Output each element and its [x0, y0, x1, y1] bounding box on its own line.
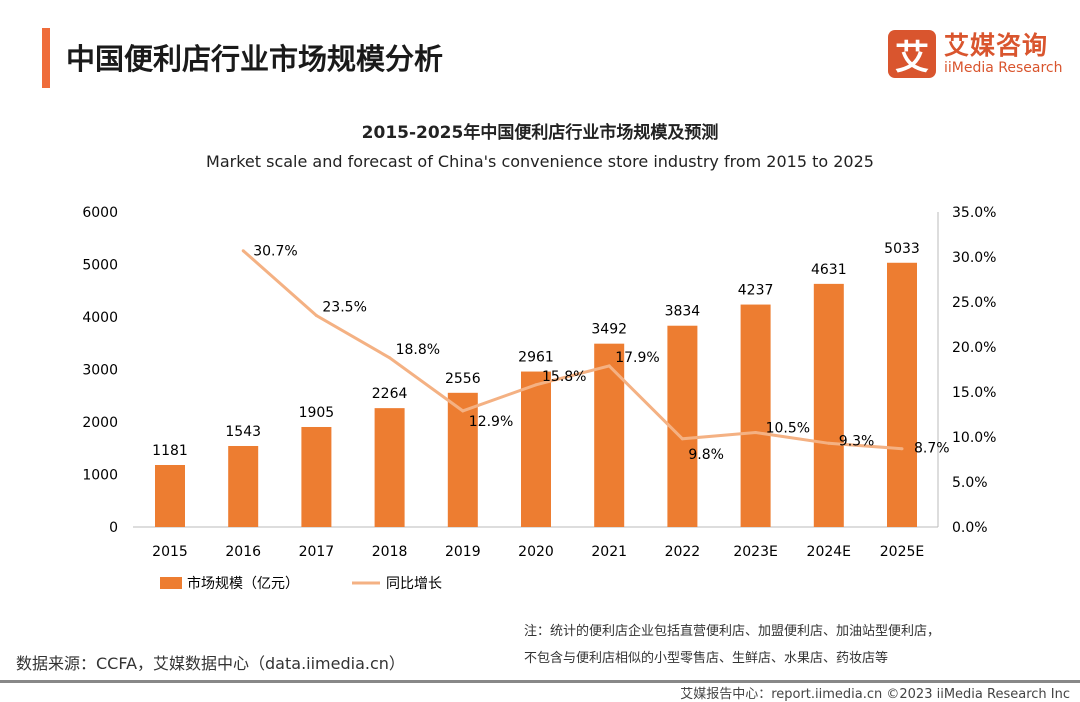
right-tick-label: 0.0% [952, 520, 988, 536]
growth-value-label: 10.5% [766, 421, 810, 437]
growth-value-label: 30.7% [253, 244, 297, 260]
growth-value-label: 23.5% [322, 300, 366, 316]
bar-value-label: 1905 [299, 405, 335, 421]
growth-value-label: 9.8% [688, 447, 724, 463]
right-tick-label: 35.0% [952, 205, 996, 221]
logo-cn: 艾媒咨询 [944, 31, 1049, 60]
right-tick-label: 20.0% [952, 340, 996, 356]
bar [887, 262, 917, 527]
x-tick-label: 2025E [880, 544, 924, 560]
note-line-1: 注：统计的便利店企业包括直营便利店、加盟便利店、加油站型便利店， [524, 624, 941, 639]
growth-point [827, 441, 831, 445]
legend-bar-swatch [160, 577, 182, 589]
growth-value-label: 12.9% [469, 414, 513, 430]
growth-value-label: 17.9% [615, 350, 659, 366]
page-title: 中国便利店行业市场规模分析 [66, 42, 444, 76]
x-tick-label: 2019 [445, 544, 481, 560]
bar-value-label: 4631 [811, 262, 847, 278]
growth-line [242, 249, 903, 451]
growth-point [461, 409, 465, 413]
logo-mark: 艾 [888, 30, 936, 78]
bar [594, 343, 625, 527]
title-accent-bar [42, 28, 50, 88]
bar [374, 408, 405, 527]
bar-value-label: 3834 [665, 304, 701, 320]
note-line-2: 不包含与便利店相似的小型零售店、生鲜店、水果店、药妆店等 [524, 651, 889, 666]
logo: 艾 艾媒咨询 iiMedia Research [888, 30, 1063, 78]
bar-value-label: 3492 [591, 322, 627, 338]
bar-value-label: 5033 [884, 241, 920, 257]
copyright: 艾媒报告中心：report.iimedia.cn ©2023 iiMedia R… [680, 687, 1070, 702]
x-tick-label: 2016 [225, 544, 261, 560]
growth-point [241, 249, 245, 253]
bar [521, 371, 551, 527]
x-tick-label: 2024E [807, 544, 851, 560]
chart-title: 2015-2025年中国便利店行业市场规模及预测 [361, 123, 719, 143]
left-tick-label: 5000 [82, 258, 118, 274]
chart-subtitle: Market scale and forecast of China's con… [206, 152, 874, 171]
left-tick-label: 3000 [82, 363, 118, 379]
bar-value-label: 2556 [445, 371, 481, 387]
logo-en: iiMedia Research [944, 60, 1063, 76]
growth-point [534, 383, 538, 387]
right-tick-label: 10.0% [952, 430, 996, 446]
x-tick-label: 2020 [518, 544, 554, 560]
left-tick-label: 1000 [82, 468, 118, 484]
right-tick-label: 25.0% [952, 295, 996, 311]
right-tick-label: 30.0% [952, 250, 996, 266]
footer-divider [0, 680, 1080, 683]
left-tick-label: 2000 [82, 415, 118, 431]
bar [447, 392, 478, 527]
growth-point [754, 431, 758, 434]
x-tick-label: 2015 [152, 544, 188, 560]
bar-value-label: 1181 [152, 443, 188, 459]
growth-point [900, 447, 904, 451]
left-tick-label: 6000 [82, 205, 118, 221]
growth-point [680, 437, 684, 441]
x-tick-label: 2018 [372, 544, 408, 560]
growth-point [314, 314, 318, 317]
growth-value-label: 9.3% [839, 433, 875, 449]
x-tick-label: 2023E [733, 544, 777, 560]
bar-value-label: 2961 [518, 350, 554, 366]
growth-value-label: 18.8% [396, 342, 440, 358]
right-tick-label: 15.0% [952, 385, 996, 401]
legend-line-label: 同比增长 [386, 576, 442, 592]
x-tick-label: 2021 [591, 544, 627, 560]
data-source: 数据来源：CCFA，艾媒数据中心（data.iimedia.cn） [16, 654, 405, 673]
x-tick-label: 2017 [299, 544, 335, 560]
growth-value-label: 15.8% [542, 369, 586, 385]
bar-value-label: 2264 [372, 386, 408, 402]
right-tick-label: 5.0% [952, 475, 988, 491]
bar [667, 325, 698, 527]
bar [155, 464, 185, 527]
growth-point [388, 356, 392, 360]
growth-value-label: 8.7% [914, 441, 950, 457]
left-tick-label: 0 [109, 520, 118, 536]
legend-bar-label: 市场规模（亿元） [187, 575, 299, 592]
bar [301, 426, 332, 527]
left-tick-label: 4000 [82, 310, 118, 326]
growth-point [607, 364, 611, 368]
bar [813, 283, 844, 527]
bar-value-label: 4237 [738, 283, 774, 299]
bar-value-label: 1543 [225, 424, 261, 440]
bar [228, 445, 259, 527]
x-tick-label: 2022 [665, 544, 701, 560]
bar [740, 304, 771, 527]
